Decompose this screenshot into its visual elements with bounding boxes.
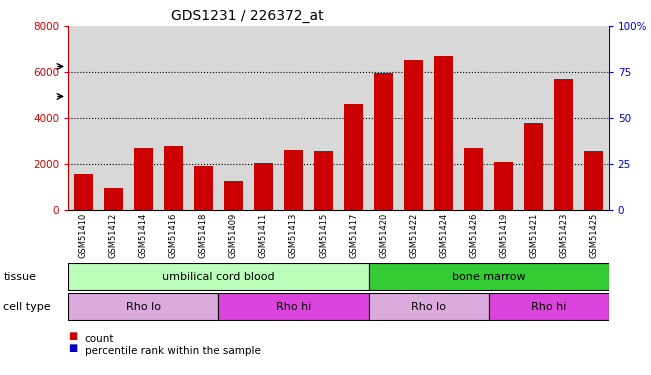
Text: GSM51424: GSM51424 (439, 213, 448, 258)
Text: GSM51418: GSM51418 (199, 213, 208, 258)
Bar (404, 60, 423, 210)
Point (78, 44, 89, 50)
Point (589, 27, 599, 33)
Bar (344, 104, 363, 210)
Point (198, 42, 208, 48)
Point (378, 29, 389, 35)
Point (559, 29, 569, 35)
Text: Rho lo: Rho lo (126, 302, 161, 312)
Point (318, 38, 329, 44)
Point (499, 44, 509, 50)
Text: GDS1231 / 226372_at: GDS1231 / 226372_at (171, 9, 324, 23)
Bar (368, 293, 489, 320)
Text: GSM51423: GSM51423 (559, 213, 568, 258)
Point (229, 49, 239, 55)
Text: GSM51413: GSM51413 (289, 213, 298, 258)
Text: GSM51419: GSM51419 (499, 213, 508, 258)
Text: Rho hi: Rho hi (531, 302, 566, 312)
Text: count: count (85, 334, 114, 344)
Text: GSM51411: GSM51411 (259, 213, 268, 258)
Text: GSM51410: GSM51410 (79, 213, 88, 258)
Bar (224, 181, 243, 210)
Text: Rho lo: Rho lo (411, 302, 446, 312)
Bar (254, 163, 273, 210)
Bar (494, 162, 514, 210)
Point (288, 40, 299, 46)
Text: GSM51416: GSM51416 (169, 213, 178, 258)
Text: percentile rank within the sample: percentile rank within the sample (85, 346, 260, 355)
Text: GSM51417: GSM51417 (349, 213, 358, 258)
Text: ■: ■ (68, 343, 77, 352)
Bar (133, 148, 153, 210)
Text: GSM51426: GSM51426 (469, 213, 478, 258)
Bar (194, 166, 213, 210)
Point (438, 29, 449, 35)
Text: GSM51422: GSM51422 (409, 213, 418, 258)
Bar (219, 293, 368, 320)
Bar (489, 293, 609, 320)
Bar (104, 188, 123, 210)
Bar (464, 148, 483, 210)
Point (408, 29, 419, 35)
Bar (163, 146, 183, 210)
Bar (314, 152, 333, 210)
Text: ■: ■ (68, 332, 77, 341)
Bar (584, 152, 603, 210)
Bar (554, 79, 574, 210)
Text: GSM51409: GSM51409 (229, 213, 238, 258)
Bar (74, 174, 93, 210)
Bar (434, 56, 453, 210)
Bar (284, 150, 303, 210)
Bar (68, 263, 368, 290)
Text: GSM51412: GSM51412 (109, 213, 118, 258)
Point (529, 34, 539, 40)
Text: GSM51415: GSM51415 (319, 213, 328, 258)
Text: Rho hi: Rho hi (276, 302, 311, 312)
Bar (68, 293, 219, 320)
Text: GSM51421: GSM51421 (529, 213, 538, 258)
Point (108, 54, 118, 60)
Point (258, 38, 269, 44)
Point (138, 36, 148, 42)
Text: GSM51425: GSM51425 (589, 213, 598, 258)
Text: tissue: tissue (3, 272, 36, 282)
Bar (374, 74, 393, 210)
Bar (524, 123, 544, 210)
Text: cell type: cell type (3, 302, 51, 312)
Text: GSM51414: GSM51414 (139, 213, 148, 258)
Point (469, 40, 479, 46)
Text: umbilical cord blood: umbilical cord blood (162, 272, 275, 282)
Text: bone marrow: bone marrow (452, 272, 525, 282)
Text: GSM51420: GSM51420 (379, 213, 388, 258)
Bar (368, 263, 609, 290)
Point (168, 40, 178, 46)
Point (348, 33, 359, 39)
